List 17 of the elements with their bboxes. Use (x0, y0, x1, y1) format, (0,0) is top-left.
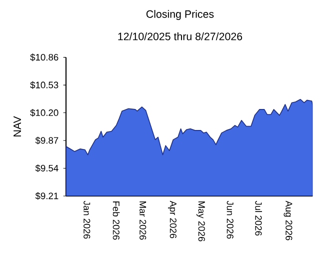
y-axis-title: NAV (14, 116, 21, 136)
x-tick-label: Jul 2026 (255, 200, 262, 236)
x-tick-label: Jan 2026 (84, 200, 90, 239)
x-tick-label: May 2026 (196, 201, 205, 242)
y-tick-label: $10.53 (30, 81, 58, 89)
x-tick-label: Mar 2026 (140, 201, 146, 240)
x-tick-label: Apr 2026 (168, 200, 176, 238)
x-tick-label: Aug 2026 (284, 200, 292, 240)
y-tick-label: $10.86 (30, 54, 58, 62)
chart-title: Closing Prices (146, 10, 214, 20)
y-tick-label: $9.21 (35, 192, 58, 200)
y-tick-label: $9.87 (35, 136, 58, 144)
y-tick-label: $9.54 (35, 164, 58, 172)
chart-subtitle: 12/10/2025 thru 8/27/2026 (118, 32, 242, 40)
y-tick-label: $10.20 (30, 109, 58, 117)
x-tick-label: Jun 2026 (226, 200, 234, 239)
x-tick-label: Feb 2026 (112, 201, 120, 240)
